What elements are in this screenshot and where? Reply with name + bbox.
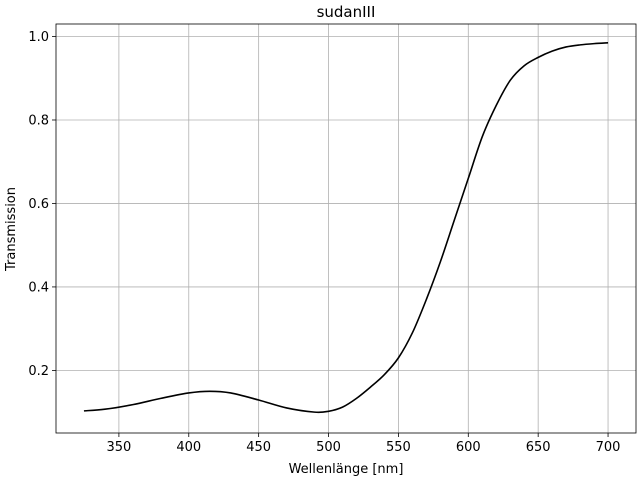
series-layer xyxy=(83,41,609,414)
x-tick-label: 600 xyxy=(456,440,481,455)
x-tick-label: 450 xyxy=(246,440,271,455)
x-tick-label: 650 xyxy=(526,440,551,455)
transmission-series-line xyxy=(83,41,609,414)
y-tick-label: 0.4 xyxy=(28,280,49,295)
axis-ticks: 350 400 450 500 550 600 650 700 0.2 0.4 0.6 0.8 1.0 xyxy=(28,30,620,455)
y-axis-label: Transmission xyxy=(4,187,19,272)
y-tick-label: 1.0 xyxy=(28,30,49,45)
chart-title: sudanIII xyxy=(317,3,376,21)
x-axis-label: Wellenlänge [nm] xyxy=(289,462,404,477)
y-tick-label: 0.2 xyxy=(28,364,49,379)
y-tick-label: 0.8 xyxy=(28,113,49,128)
x-tick-label: 400 xyxy=(176,440,201,455)
x-tick-label: 700 xyxy=(596,440,621,455)
x-tick-label: 550 xyxy=(386,440,411,455)
grid-lines xyxy=(56,24,636,433)
x-tick-label: 350 xyxy=(106,440,131,455)
y-tick-label: 0.6 xyxy=(28,197,49,212)
plot-frame xyxy=(55,23,637,434)
x-tick-label: 500 xyxy=(316,440,341,455)
